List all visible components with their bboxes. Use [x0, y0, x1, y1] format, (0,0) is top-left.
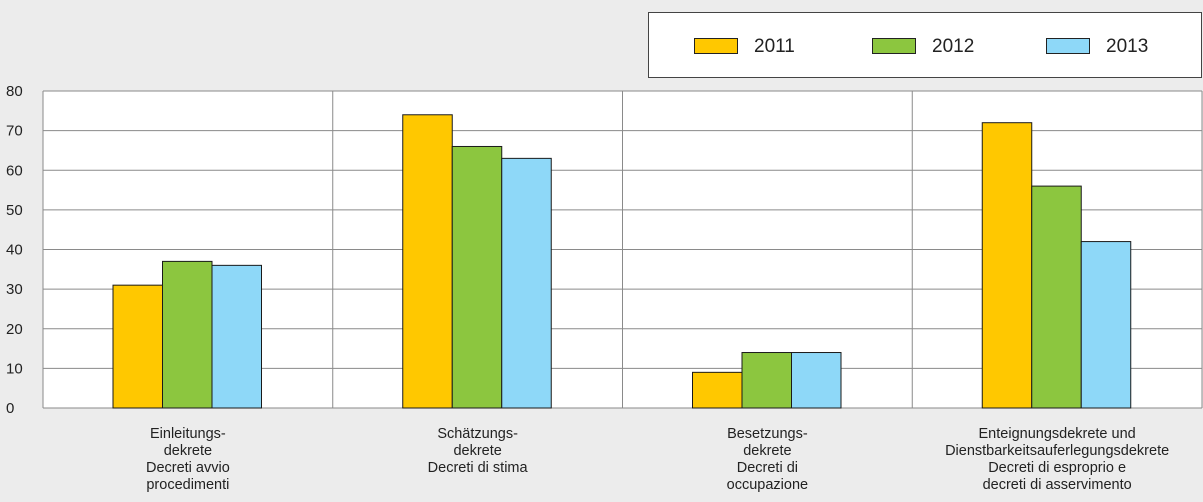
bar-2013-cat2 — [501, 157, 552, 409]
x-label-cat2-line2: dekrete — [453, 443, 501, 459]
x-label-cat4-line2: Dienstbarkeitsauferlegungsdekrete — [945, 443, 1169, 459]
legend-label-2011: 2011 — [754, 36, 795, 57]
y-tick-labels: 0 10 20 30 40 50 60 70 80 — [6, 83, 23, 417]
bar-2013-cat3 — [791, 352, 842, 409]
bar-2013-cat1 — [211, 264, 262, 409]
x-label-cat4-line4: decreti di asservimento — [983, 477, 1132, 493]
x-label-cat1-line1: Einleitungs- — [150, 426, 226, 442]
x-label-cat1-line3: Decreti avvio — [146, 460, 230, 476]
y-tick-label-70: 70 — [6, 123, 23, 140]
x-label-cat4-line1: Enteignungsdekrete und — [979, 426, 1136, 442]
bar-2012-cat3 — [741, 352, 792, 409]
y-tick-label-0: 0 — [6, 400, 14, 417]
bar-2011-cat3 — [692, 371, 743, 409]
bar-2011-cat4 — [981, 122, 1033, 409]
y-tick-label-20: 20 — [6, 321, 23, 338]
legend-label-2013: 2013 — [1106, 36, 1149, 57]
legend: 2011 2012 2013 — [648, 12, 1202, 78]
legend-label-2012: 2012 — [932, 36, 975, 57]
bar-2012-cat1 — [162, 260, 213, 409]
y-tick-label-40: 40 — [6, 242, 23, 259]
x-label-cat1-line2: dekrete — [164, 443, 212, 459]
legend-swatch-2012 — [872, 38, 916, 54]
x-label-cat2-line3: Decreti di stima — [428, 460, 529, 476]
x-label-cat4-line3: Decreti di esproprio e — [988, 460, 1126, 476]
bar-2012-cat2 — [451, 145, 503, 409]
x-label-cat3-line2: dekrete — [743, 443, 791, 459]
bar-2011-cat2 — [402, 114, 453, 409]
y-tick-label-10: 10 — [6, 360, 23, 377]
y-tick-label-30: 30 — [6, 281, 23, 298]
x-label-cat3-line4: occupazione — [727, 477, 808, 493]
bar-2012-cat4 — [1031, 185, 1082, 409]
y-tick-label-80: 80 — [6, 83, 23, 100]
bar-2013-cat4 — [1080, 241, 1132, 409]
bar-2011-cat1 — [112, 284, 163, 409]
x-label-cat3-line3: Decreti di — [737, 460, 798, 476]
legend-swatch-2011 — [694, 38, 738, 54]
x-label-cat3-line1: Besetzungs- — [727, 426, 808, 442]
bars — [112, 114, 1132, 409]
x-label-cat1-line4: procedimenti — [146, 477, 229, 493]
legend-swatch-2013 — [1046, 38, 1090, 54]
x-label-cat2-line1: Schätzungs- — [437, 426, 518, 442]
y-tick-label-60: 60 — [6, 162, 23, 179]
y-tick-label-50: 50 — [6, 202, 23, 219]
